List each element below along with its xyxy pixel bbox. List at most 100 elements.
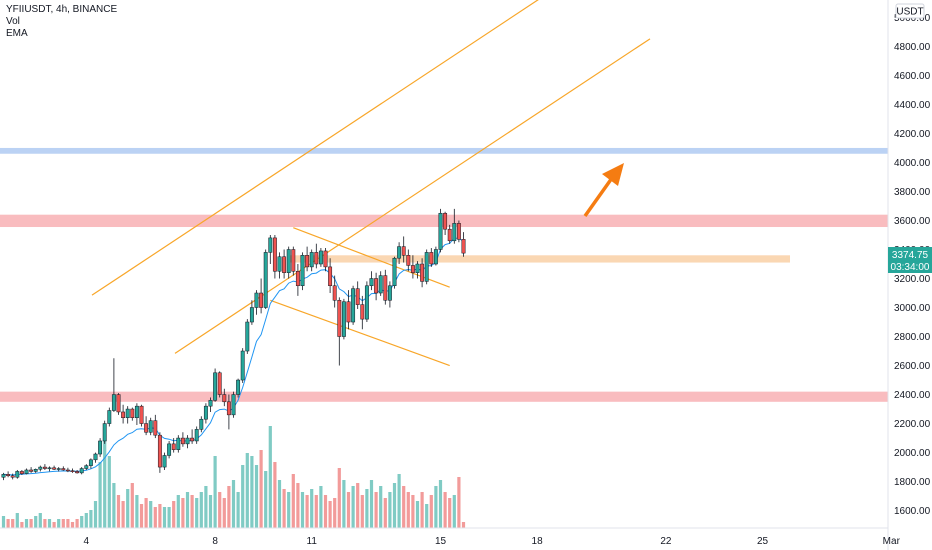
y-tick-label: 4400.00: [894, 100, 931, 111]
candle: [318, 248, 323, 267]
time-axis[interactable]: 481115182225Mar4: [0, 527, 932, 547]
candle: [226, 394, 231, 430]
volume-bar: [457, 477, 461, 528]
candle: [433, 246, 438, 266]
volume-bar: [93, 501, 98, 528]
candle: [240, 348, 245, 383]
volume-bar: [199, 492, 203, 528]
price-axis[interactable]: 1600.00 1800.00 2000.00 2200.00 2400.00 2600.…: [887, 0, 932, 550]
volume-bar: [52, 522, 56, 528]
volume-bar: [213, 456, 217, 528]
bar-countdown: 03:34:00: [891, 262, 930, 273]
volume-bar: [208, 495, 213, 528]
volume-bar: [20, 522, 24, 528]
volume-bar: [379, 486, 383, 528]
candle: [332, 275, 337, 308]
candle: [328, 258, 333, 294]
y-tick-label: 2600.00: [894, 361, 931, 372]
volume-bar: [84, 513, 88, 528]
candle: [456, 220, 461, 243]
candle: [134, 403, 139, 426]
candle: [162, 452, 167, 470]
volume-bar: [328, 501, 332, 528]
volume-bar: [346, 492, 351, 528]
trendline-flag-lower[interactable]: [270, 299, 450, 367]
currency-badge[interactable]: USDT: [895, 3, 925, 19]
candle: [19, 469, 24, 476]
volume-bar: [144, 498, 148, 528]
projection-arrow[interactable]: [583, 163, 624, 218]
volume-bar: [277, 480, 282, 528]
trendline-channel-lower[interactable]: [174, 38, 651, 354]
y-tick-label: 4000.00: [894, 158, 931, 169]
candle: [98, 438, 103, 457]
x-tick-label: 4: [84, 536, 90, 547]
volume-bar: [15, 513, 19, 528]
volume-bar: [80, 516, 84, 528]
volume-bar: [415, 501, 420, 528]
trendline-channel-upper[interactable]: [91, 0, 565, 296]
candle: [56, 467, 61, 472]
candle: [130, 407, 135, 421]
volume-bar: [231, 480, 236, 528]
svg-text:USDT: USDT: [896, 7, 923, 18]
volume-bar: [75, 519, 79, 528]
candle: [410, 255, 415, 279]
volume-bar: [264, 471, 268, 528]
volume-bar: [103, 435, 107, 528]
volume-bar: [24, 519, 29, 528]
x-tick-label: 11: [307, 536, 318, 547]
candle: [309, 249, 314, 272]
volume-bar: [66, 519, 70, 528]
volume-bar: [11, 519, 15, 528]
candle: [157, 432, 162, 473]
y-tick-label: 4800.00: [894, 42, 931, 53]
candle: [203, 403, 208, 424]
volume-bar: [448, 498, 452, 528]
volume-bar: [314, 495, 318, 528]
indicator-vol[interactable]: Vol: [6, 16, 20, 27]
candle: [10, 473, 15, 480]
zone-support-mid[interactable]: [288, 255, 790, 263]
candle: [355, 281, 360, 309]
x-tick-label: 15: [435, 536, 447, 547]
volume-bar: [420, 492, 424, 528]
volume-bar: [167, 507, 171, 528]
candle: [272, 234, 277, 279]
candle: [364, 281, 369, 323]
candle: [300, 252, 305, 291]
candle: [346, 290, 351, 330]
zone-resistance-lower[interactable]: [0, 391, 888, 402]
candle: [369, 271, 374, 291]
volume-bar: [360, 495, 364, 528]
candle: [93, 452, 98, 463]
x-tick-label: Mar: [883, 536, 901, 547]
candle: [79, 467, 84, 475]
candle: [6, 471, 11, 478]
volume-bar: [319, 486, 323, 528]
volume-bar: [383, 498, 387, 528]
zone-target[interactable]: [0, 147, 888, 154]
candle: [259, 278, 264, 314]
volume-bar: [6, 519, 10, 528]
x-tick-label: 25: [757, 536, 769, 547]
candle: [125, 406, 130, 424]
candle: [268, 234, 273, 264]
volume-bar: [112, 483, 116, 528]
candle: [42, 464, 47, 470]
candle: [406, 249, 411, 272]
volume-bar: [107, 456, 111, 528]
y-tick-label: 3600.00: [894, 216, 931, 227]
indicator-ema[interactable]: EMA: [6, 28, 28, 39]
candle: [107, 407, 112, 427]
volume-bar: [305, 495, 309, 528]
volume-bar: [397, 474, 401, 528]
volume-bar: [254, 465, 259, 528]
candle: [461, 232, 466, 257]
volume-bar: [153, 507, 157, 528]
y-tick-label: 2400.00: [894, 390, 931, 401]
plot-area[interactable]: [0, 0, 888, 528]
